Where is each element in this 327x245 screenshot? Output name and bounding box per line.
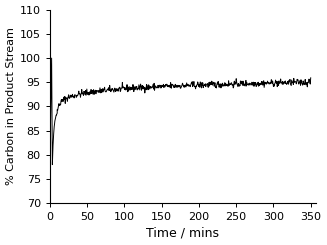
X-axis label: Time / mins: Time / mins (146, 226, 219, 239)
Y-axis label: % Carbon in Product Stream: % Carbon in Product Stream (6, 27, 16, 185)
